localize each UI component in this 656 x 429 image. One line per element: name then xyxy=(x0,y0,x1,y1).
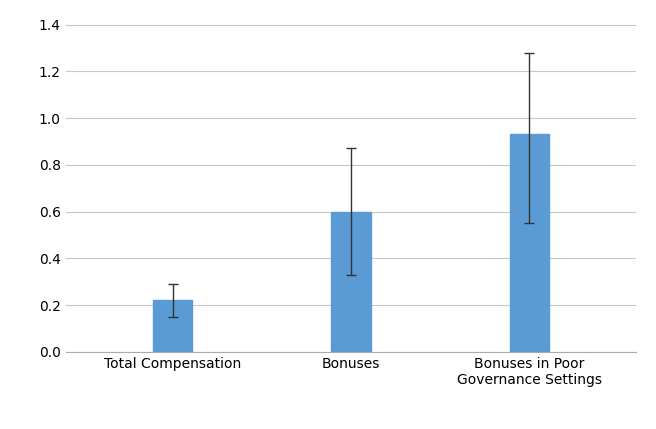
Bar xyxy=(153,300,192,352)
Bar xyxy=(331,211,371,352)
Bar xyxy=(510,134,549,352)
